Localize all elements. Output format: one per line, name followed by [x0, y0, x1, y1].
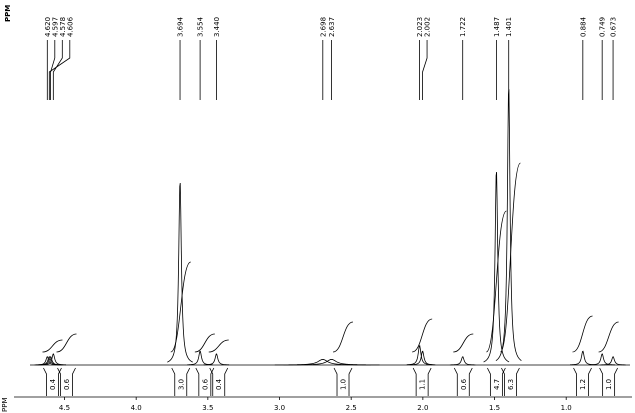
x-tick-label: 3.5 [202, 404, 213, 412]
integral-bracket [171, 367, 191, 396]
peak-leader [52, 40, 63, 100]
peak-label: 2.023 [416, 17, 424, 37]
integral-bracket [501, 367, 520, 396]
integral-bracket [57, 367, 76, 396]
x-tick-label: 1.0 [561, 404, 572, 412]
integral-bracket [209, 367, 229, 396]
integral-label: 4.7 [493, 379, 501, 390]
peak [449, 356, 476, 366]
integral-curve [412, 318, 433, 353]
integral-curve [572, 315, 593, 353]
integral-label: 3.0 [177, 379, 185, 390]
peak [409, 350, 436, 366]
peak [283, 358, 380, 366]
peak-label: 0.884 [579, 16, 587, 37]
peak-leader [422, 40, 428, 100]
peak [36, 356, 63, 366]
peak [167, 182, 193, 363]
integral-bracket [195, 367, 215, 396]
integral-label: 0.6 [460, 378, 468, 390]
x-tick-label: 4.0 [131, 404, 142, 412]
integral-curve [453, 333, 474, 353]
header-label: PPM [4, 5, 12, 22]
peak-leader [48, 40, 71, 100]
integral-label: 1.2 [579, 379, 587, 390]
integral-curve [170, 261, 192, 353]
integral-label: 1.0 [340, 379, 348, 390]
integral-label: 6.3 [507, 379, 515, 390]
integral-bracket [573, 367, 592, 396]
integral-label: 0.4 [49, 378, 57, 390]
integral-label: 1.1 [419, 379, 427, 390]
integral-curve [598, 321, 619, 353]
peak [274, 358, 371, 366]
integral-curve [332, 321, 354, 353]
integral-bracket [453, 367, 473, 396]
peak-label: 3.554 [197, 16, 205, 37]
peak-label: 1.722 [459, 17, 467, 37]
peak [589, 353, 615, 366]
peak-label: 1.401 [505, 17, 513, 37]
integral-curve [208, 339, 229, 353]
peak-label: 0.749 [599, 17, 607, 37]
peak-label: 4.597 [51, 17, 59, 37]
integral-label: 0.4 [215, 378, 223, 390]
peak [570, 350, 596, 366]
peak-label: 2.002 [424, 17, 432, 37]
x-tick-label: 1.5 [489, 404, 500, 412]
peak [483, 171, 510, 363]
integral-bracket [43, 367, 62, 396]
integral-curve [500, 162, 521, 353]
peak [495, 89, 522, 362]
peak [600, 356, 626, 366]
peak [187, 350, 213, 366]
integral-label: 1.0 [605, 379, 613, 390]
peak-label: 3.694 [177, 16, 185, 37]
peak-label: 3.440 [213, 17, 221, 37]
integral-label: 0.6 [201, 378, 209, 390]
x-tick-label: 3.0 [274, 404, 285, 412]
x-tick-label: 2.0 [417, 404, 428, 412]
integral-curve [194, 333, 215, 353]
peak [203, 353, 230, 366]
x-tick-label: 2.5 [346, 404, 357, 412]
peak-label: 2.637 [328, 17, 336, 37]
x-tick-label: 4.5 [59, 404, 70, 412]
peak-label: 1.487 [493, 17, 501, 37]
integral-bracket [487, 367, 506, 396]
peak-label: 4.620 [44, 17, 52, 37]
integral-curve [56, 333, 77, 353]
integral-label: 0.6 [63, 378, 71, 390]
integral-bracket [333, 367, 353, 396]
peak-label: 4.578 [59, 17, 67, 37]
x-axis-label: PPM [1, 398, 9, 412]
integral-bracket [412, 367, 432, 396]
integral-curve [42, 339, 63, 353]
integral-bracket [599, 367, 618, 396]
integral-curve [486, 210, 507, 353]
peak-leader [50, 40, 56, 100]
peak-label: 2.698 [319, 17, 327, 37]
peak-label: 0.673 [610, 17, 618, 37]
peak-label: 4.606 [66, 16, 74, 37]
